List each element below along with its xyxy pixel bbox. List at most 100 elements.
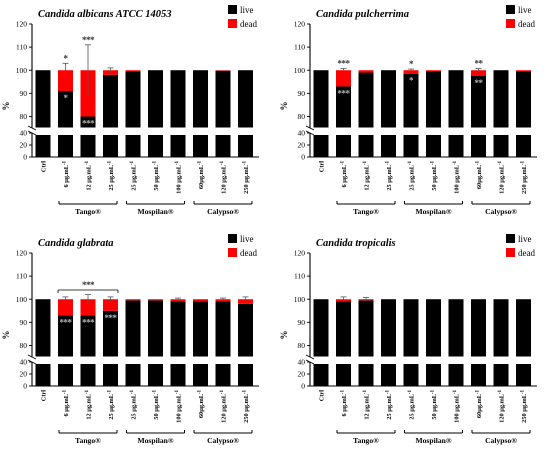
chart-title: Candida tropicalis [316,238,396,249]
bar-live [170,70,186,128]
group-label: Calypso® [207,207,239,216]
category-label-text: 25 µg.mL [386,394,393,420]
bar-live-lower [358,133,374,157]
category-label-text: 100 µg.mL [454,394,461,423]
category-label-superscript: -1 [175,160,180,165]
bar-live-lower [336,133,351,157]
y-tick-label: 90 [298,318,306,327]
axis-break [306,357,539,364]
category-label: 120 µg.mL-1 [220,160,228,193]
bar-live-lower [493,133,509,157]
category-label-superscript: -1 [198,160,203,165]
bar-live-lower [238,133,253,157]
category-label: 25 µg.mL-1 [386,160,394,190]
legend-label-dead: dead [518,19,535,29]
legend-label-live: live [518,5,532,15]
significance-marker: ** [475,58,484,68]
category-label-superscript: -1 [243,389,248,394]
bar-live [58,91,73,128]
category-label: 60µg.mL-1 [476,160,484,189]
category-label-superscript: -1 [476,389,481,394]
category-label-text: 120 µg.mL [221,165,228,194]
significance-marker: * [409,59,414,69]
y-tick-label: 40 [20,358,28,367]
category-label: 6 µg.mL-1 [341,389,349,416]
category-label: 100 µg.mL-1 [175,160,183,193]
break-mark [27,354,37,360]
legend-label-live: live [240,234,254,244]
bar-live [516,299,531,357]
legend-label-dead: dead [518,248,535,258]
category-label: 50 µg.mL-1 [431,389,439,419]
legend-swatch-dead [506,19,515,28]
bar-live-lower [448,362,464,386]
y-tick-label: 100 [16,295,28,304]
bar-live [381,70,396,128]
category-label-superscript: -1 [431,389,436,394]
category-label: 12 µg.mL-1 [363,160,371,190]
category-label: 25 µg.mL-1 [130,160,138,190]
category-label-text: 50 µg.mL [431,165,438,191]
y-tick-label: 80 [20,112,28,121]
break-mark [305,354,315,360]
category-label: 12 µg.mL-1 [85,389,93,419]
group-label: Mospilan® [137,436,173,445]
bar-live [471,299,486,357]
category-label: 6 µg.mL-1 [341,160,349,187]
category-label: 120 µg.mL-1 [498,160,506,193]
chart-title: Candida albicans ATCC 14053 [38,9,172,20]
legend-swatch-dead [228,19,237,28]
category-label: 250 µg.mL-1 [243,389,251,422]
group-label: Tango® [353,207,379,216]
significance-marker-inside: * [64,93,69,103]
group-label: Tango® [75,436,101,445]
category-label-superscript: -1 [63,389,68,394]
category-label-superscript: -1 [386,160,391,165]
category-label-text: 12 µg.mL [86,165,93,191]
group-label: Mospilan® [137,207,173,216]
y-tick-label: 0 [301,382,305,391]
bar-live-lower [35,133,51,157]
category-label-text: 250 µg.mL [521,165,528,194]
category-label-text: 25 µg.mL [409,165,416,191]
category-label-text: 120 µg.mL [221,394,228,423]
significance-marker: *** [338,58,351,68]
category-label-text: 100 µg.mL [454,165,461,194]
bar-live [358,72,374,128]
category-label: 25 µg.mL-1 [408,389,416,419]
group-label: Calypso® [485,207,517,216]
y-tick-label: 80 [298,112,306,121]
category-label: 250 µg.mL-1 [243,160,251,193]
category-label-superscript: -1 [386,389,391,394]
bar-live-lower [381,133,396,157]
bar-live-lower [103,362,118,386]
category-label-superscript: -1 [243,160,248,165]
bar-live [80,315,96,357]
category-label-text: 250 µg.mL [243,165,250,194]
category-label-text: 100 µg.mL [176,165,183,194]
y-tick-label: 110 [16,43,27,52]
bar-live-lower [426,133,441,157]
y-tick-label: 20 [20,370,28,379]
category-label-superscript: -1 [130,389,135,394]
bar-live-lower [448,133,464,157]
category-label: 50 µg.mL-1 [153,389,161,419]
legend-swatch-dead [228,248,237,257]
bar-live-lower [193,362,208,386]
bar-live [58,315,73,357]
category-label-superscript: -1 [341,389,346,394]
y-tick-label: 80 [20,341,28,350]
y-tick-label: 90 [20,89,28,98]
bar-live [238,303,253,357]
category-label-superscript: -1 [453,160,458,165]
category-label-text: 250 µg.mL [243,394,250,423]
legend-swatch-live [228,5,237,14]
significance-bracket-label: *** [82,280,95,290]
category-label: 50 µg.mL-1 [153,160,161,190]
category-label: Ctrl [319,161,326,172]
bar-live-lower [516,362,531,386]
bar-live-lower [103,133,118,157]
category-label-text: 6 µg.mL [63,394,70,417]
bar-live-lower [148,362,163,386]
y-tick-label: 20 [20,141,28,150]
